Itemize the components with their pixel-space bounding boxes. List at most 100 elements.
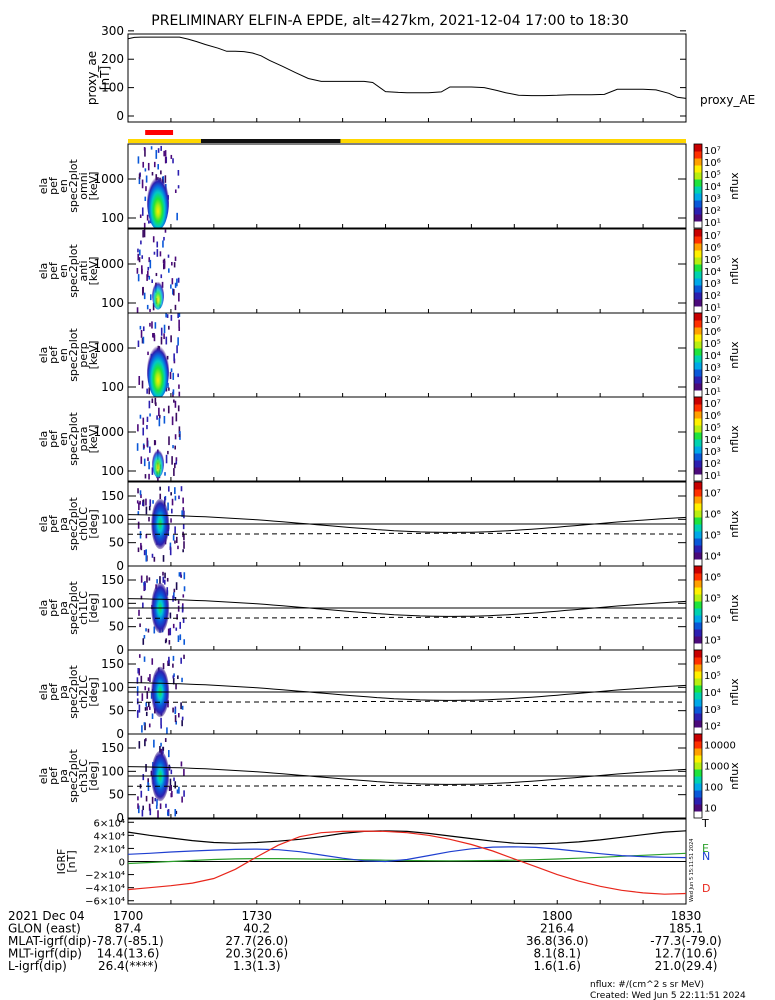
spectrogram-cell (140, 456, 143, 464)
pa-ytick-label: 100 (101, 512, 124, 526)
pa-cell (183, 654, 185, 659)
colorbar-segment (694, 439, 702, 447)
colorbar-segment (694, 573, 702, 581)
spectrogram-cell (138, 257, 141, 263)
spectrogram-cell (170, 368, 173, 372)
spectrogram-cell (142, 230, 144, 238)
colorbar-segment (694, 334, 702, 342)
spectrogram-cell (178, 292, 180, 302)
pa-cell (170, 784, 172, 791)
pa-cell (164, 639, 167, 644)
pa-cell (159, 746, 161, 753)
pa-cell (169, 778, 172, 786)
pa-cell (137, 803, 139, 809)
colorbar-tick-label: 10³ (704, 363, 721, 374)
pa-ytick-label: 150 (101, 489, 124, 503)
pa-cell (177, 545, 179, 550)
spectrogram-cell (177, 313, 179, 319)
created-note: Created: Wed Jun 5 22:11:51 2024 (590, 991, 746, 1000)
pa-cell (164, 572, 166, 579)
pa-cell (172, 675, 175, 679)
spectrogram-cell (147, 270, 149, 278)
ephemeris-value: 40.2 (243, 922, 270, 936)
colorbar-segment (694, 432, 702, 440)
spectrogram-cell (166, 314, 169, 318)
pa-cell (169, 547, 172, 556)
pa-cell (174, 495, 177, 501)
colorbar-segment (694, 482, 702, 490)
ephemeris-value: 8.1(8.1) (533, 947, 581, 961)
colorbar-segment (694, 369, 702, 377)
panel-ylabel: IGRF[nT] (55, 849, 78, 875)
proxy-ae-ytick-label: 300 (101, 24, 124, 38)
spectrogram-cell (178, 384, 180, 389)
pa-cell (169, 627, 172, 636)
spectrogram-cell (148, 387, 151, 395)
colorbar-segment (694, 446, 702, 454)
spectrogram-cell (138, 375, 141, 385)
colorbar-segment (694, 278, 702, 286)
pa-cell (159, 803, 162, 809)
spectrogram-cell (151, 398, 154, 404)
colorbar-segment (694, 306, 702, 314)
pa-cell (147, 687, 150, 691)
pa-cell (173, 588, 176, 593)
colorbar-segment (694, 517, 702, 525)
panel-ylabel: elapefpaspec2plotch2LC[deg] (37, 665, 100, 719)
spectrogram-cell (142, 286, 144, 294)
spectrogram-cell (158, 414, 161, 419)
colorbar-segment (694, 313, 702, 321)
pa-cell (166, 727, 168, 735)
pa-cell (151, 553, 154, 558)
pa-cell (136, 677, 139, 684)
pa-ytick-label: 50 (109, 788, 124, 802)
colorbar-segment (694, 762, 702, 770)
igrf-ytick-label: 4×10⁴ (94, 831, 125, 842)
spectrogram-cell (172, 372, 175, 380)
pa-cell (167, 750, 170, 758)
spectrogram-cell (167, 382, 169, 388)
pa-cell (142, 499, 145, 507)
igrf-ytick-label: −2×10⁴ (85, 871, 125, 882)
pa-cell (136, 691, 139, 696)
spectrogram-cell (142, 417, 145, 425)
pa-cell (183, 790, 185, 797)
igrf-series-label: T (701, 817, 709, 830)
spectrogram-cell (142, 427, 145, 436)
spectrogram-cell (157, 164, 159, 170)
colorbar-segment (694, 629, 702, 637)
spectrogram-background (128, 144, 686, 228)
spectrogram-cell (163, 415, 166, 424)
spectrogram-cell (147, 266, 150, 271)
pa-ytick-label: 50 (109, 620, 124, 634)
colorbar-tick-label: 10⁵ (704, 255, 721, 266)
ephemeris-value: 1.6(1.6) (533, 959, 581, 973)
pa-cell (145, 764, 147, 772)
colorbar-tick-label: 10² (704, 206, 721, 217)
spectrogram-cell (169, 371, 172, 380)
colorbar-segment (694, 271, 702, 279)
colorbar-segment (694, 720, 702, 728)
pa-cell (177, 605, 180, 612)
colorbar-tick-label: 10¹ (704, 387, 721, 398)
pa-cell (145, 628, 147, 632)
pa-cell (145, 702, 147, 707)
colorbar-tick-label: 10⁵ (704, 531, 721, 542)
colorbar-tick-label: 10⁴ (704, 182, 721, 193)
colorbar-tick-label: 10⁷ (704, 231, 721, 242)
pa-cell (137, 488, 139, 494)
pa-cell (146, 706, 148, 711)
ephemeris-row-label: GLON (east) (8, 922, 81, 936)
pa-cell (182, 524, 185, 530)
colorbar-segment (694, 622, 702, 630)
igrf-ytick-label: −6×10⁴ (85, 897, 125, 908)
spectrogram-cell (174, 462, 176, 469)
pa-ytick-label: 150 (101, 741, 124, 755)
spectrogram-cell (178, 327, 181, 331)
spectrogram-cell (171, 278, 174, 285)
spectrogram-cell (157, 148, 160, 153)
proxy-ae-ytick-label: 100 (101, 81, 124, 95)
colorbar-label: nflux (728, 257, 741, 285)
colorbar-tick-label: 10⁶ (704, 654, 721, 665)
pa-cell (140, 575, 143, 583)
